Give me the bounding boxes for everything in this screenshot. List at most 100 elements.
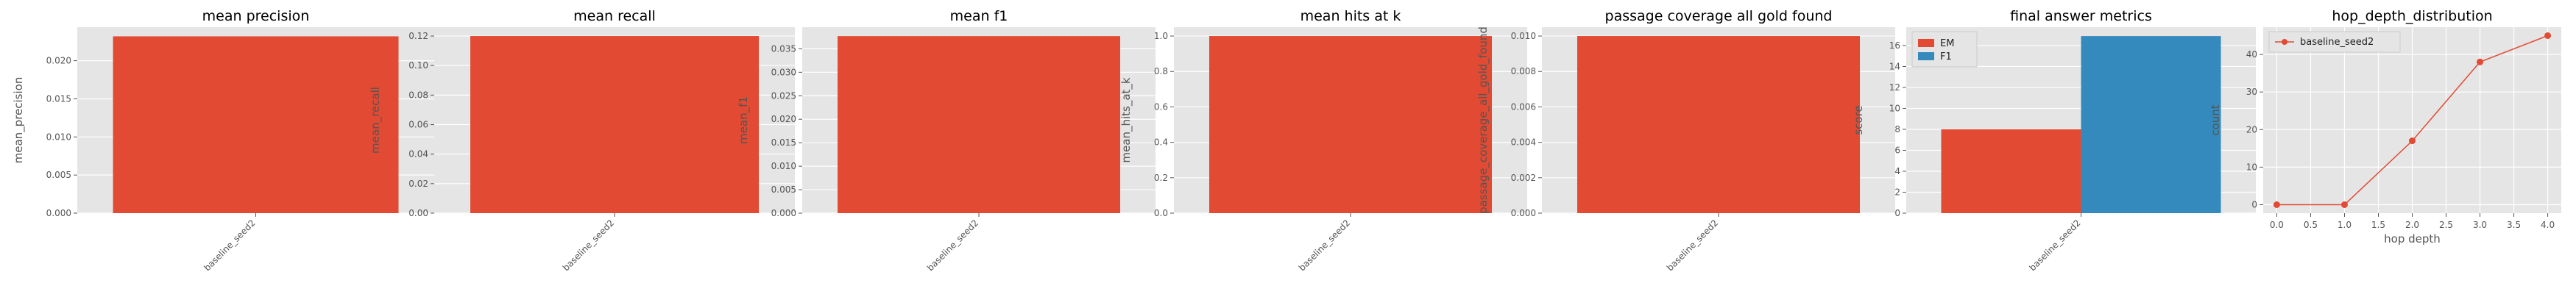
y-tick-label: 0.000 xyxy=(771,208,796,218)
y-tick-label: 0.008 xyxy=(1511,66,1536,76)
chart-panel-1: mean precision 0.000 0.005 0.010 0.015 0.020 m… xyxy=(12,8,434,273)
y-tick-label: 0.005 xyxy=(771,184,796,195)
legend-label: EM xyxy=(1940,38,1954,49)
bar xyxy=(1209,36,1492,213)
y-tick-label: 0.010 xyxy=(771,161,796,171)
y-tick-label: 0.025 xyxy=(771,90,796,101)
x-tick-label: 2.0 xyxy=(2405,220,2419,230)
y-tick-label: 30 xyxy=(2246,87,2257,97)
y-tick-label: 0.002 xyxy=(1511,173,1536,183)
y-tick-label: 0.6 xyxy=(1154,101,1168,112)
y-tick-label: 0.000 xyxy=(46,208,71,218)
y-tick-label: 0.4 xyxy=(1154,137,1168,148)
y-tick-label: 0.12 xyxy=(408,31,428,41)
x-tick-label: 0.5 xyxy=(2304,220,2318,230)
y-tick-label: 0.015 xyxy=(771,137,796,148)
bar xyxy=(838,36,1120,214)
legend-box xyxy=(1911,31,1978,68)
chart-title: mean recall xyxy=(573,8,656,24)
y-axis-label: mean_hits_at_k xyxy=(1119,77,1133,162)
y-tick-label: 0.08 xyxy=(408,90,428,100)
chart-panel-6: final answer metrics 0 2 4 6 8 10 12 14 16 score ba… xyxy=(1852,8,2256,273)
legend-swatch xyxy=(1918,52,1934,60)
y-tick-label: 0.006 xyxy=(1511,101,1536,112)
data-point xyxy=(2273,201,2280,208)
chart-title: mean hits at k xyxy=(1301,8,1401,24)
y-tick-label: 14 xyxy=(1889,61,1900,71)
chart-panel-7: hop_depth_distribution 0 10 20 30 40 count 0.0 0… xyxy=(2209,8,2561,245)
y-tick-label: 0.000 xyxy=(1511,208,1536,218)
y-tick-label: 6 xyxy=(1894,145,1900,155)
y-tick-label: 1.0 xyxy=(1154,31,1168,41)
chart-panel-5: passage coverage all gold found 0.000 0.00… xyxy=(1476,8,1895,273)
y-tick-label: 0.005 xyxy=(46,170,71,180)
y-tick-label: 10 xyxy=(1889,103,1900,113)
x-tick-label: 0.0 xyxy=(2270,220,2284,230)
data-point xyxy=(2477,58,2484,65)
y-tick-label: 0.030 xyxy=(771,67,796,77)
y-axis-label: passage_coverage_all_gold_found xyxy=(1476,26,1490,214)
y-tick-label: 0 xyxy=(2251,200,2257,210)
legend-swatch xyxy=(1918,39,1934,47)
x-tick-label: 3.5 xyxy=(2507,220,2521,230)
y-tick-label: 0.020 xyxy=(771,114,796,124)
legend-label: baseline_seed2 xyxy=(2300,37,2374,48)
bar xyxy=(2081,36,2221,213)
y-axis-label: mean_f1 xyxy=(737,96,751,144)
x-tick-label: baseline_seed2 xyxy=(2027,218,2082,273)
bar xyxy=(113,36,399,213)
data-point xyxy=(2409,137,2416,145)
y-tick-label: 16 xyxy=(1889,40,1900,51)
y-tick-label: 0.06 xyxy=(408,120,428,130)
y-tick-label: 0 xyxy=(1894,208,1900,218)
y-tick-label: 0.8 xyxy=(1154,66,1168,76)
bar xyxy=(1577,36,1860,213)
chart-panel-3: mean f1 0.000 0.005 0.010 0.015 0.020 0.025 0.0… xyxy=(737,8,1156,273)
data-point xyxy=(2340,201,2348,208)
y-tick-label: 0.04 xyxy=(408,149,428,159)
chart-title: hop_depth_distribution xyxy=(2332,8,2492,24)
y-tick-label: 8 xyxy=(1894,124,1900,135)
y-tick-label: 0.2 xyxy=(1154,173,1168,183)
chart-panel-2: mean recall 0.00 0.02 0.04 0.06 0.08 0.10 0.12 m… xyxy=(369,8,795,273)
x-tick-label: baseline_seed2 xyxy=(1665,218,1720,273)
legend: baseline_seed2 xyxy=(2268,31,2401,53)
y-axis-label: mean_precision xyxy=(12,77,26,164)
x-tick-label: 1.5 xyxy=(2371,220,2385,230)
chart-title: passage coverage all gold found xyxy=(1605,8,1833,24)
chart-title: mean f1 xyxy=(950,8,1008,24)
x-tick-label: 3.0 xyxy=(2473,220,2487,230)
x-tick-label: 1.0 xyxy=(2338,220,2352,230)
chart-panel-4: mean hits at k 0.0 0.2 0.4 0.6 0.8 1.0 mean_hit… xyxy=(1119,8,1527,273)
y-axis-label: count xyxy=(2209,104,2222,135)
bar xyxy=(1941,129,2081,213)
y-tick-label: 0.00 xyxy=(408,208,428,218)
x-tick-label: baseline_seed2 xyxy=(561,218,616,273)
x-tick-label: baseline_seed2 xyxy=(925,218,980,273)
y-axis-label: mean_recall xyxy=(369,87,383,154)
y-tick-label: 0.035 xyxy=(771,43,796,54)
y-tick-label: 0.0 xyxy=(1154,208,1168,218)
y-tick-label: 0.02 xyxy=(408,179,428,189)
chart-title: final answer metrics xyxy=(2010,8,2152,24)
y-tick-label: 40 xyxy=(2246,49,2257,60)
chart-title: mean precision xyxy=(202,8,310,24)
y-tick-label: 2 xyxy=(1894,187,1900,197)
legend-label: F1 xyxy=(1940,51,1952,62)
x-tick-label: 4.0 xyxy=(2541,220,2555,230)
y-tick-label: 0.10 xyxy=(408,60,428,71)
data-point xyxy=(2544,32,2552,39)
y-tick-label: 0.010 xyxy=(1511,31,1536,41)
bar xyxy=(470,36,759,213)
y-tick-label: 4 xyxy=(1894,166,1900,176)
y-tick-label: 0.020 xyxy=(46,56,71,66)
legend: EM F1 xyxy=(1911,31,1978,68)
y-axis-label: score xyxy=(1852,105,1865,135)
x-tick-label: baseline_seed2 xyxy=(1297,218,1352,273)
y-tick-label: 10 xyxy=(2246,162,2257,172)
y-tick-label: 0.004 xyxy=(1511,137,1536,148)
y-tick-label: 0.015 xyxy=(46,93,71,104)
y-tick-label: 0.010 xyxy=(46,132,71,142)
x-axis-label: hop depth xyxy=(2384,232,2441,245)
